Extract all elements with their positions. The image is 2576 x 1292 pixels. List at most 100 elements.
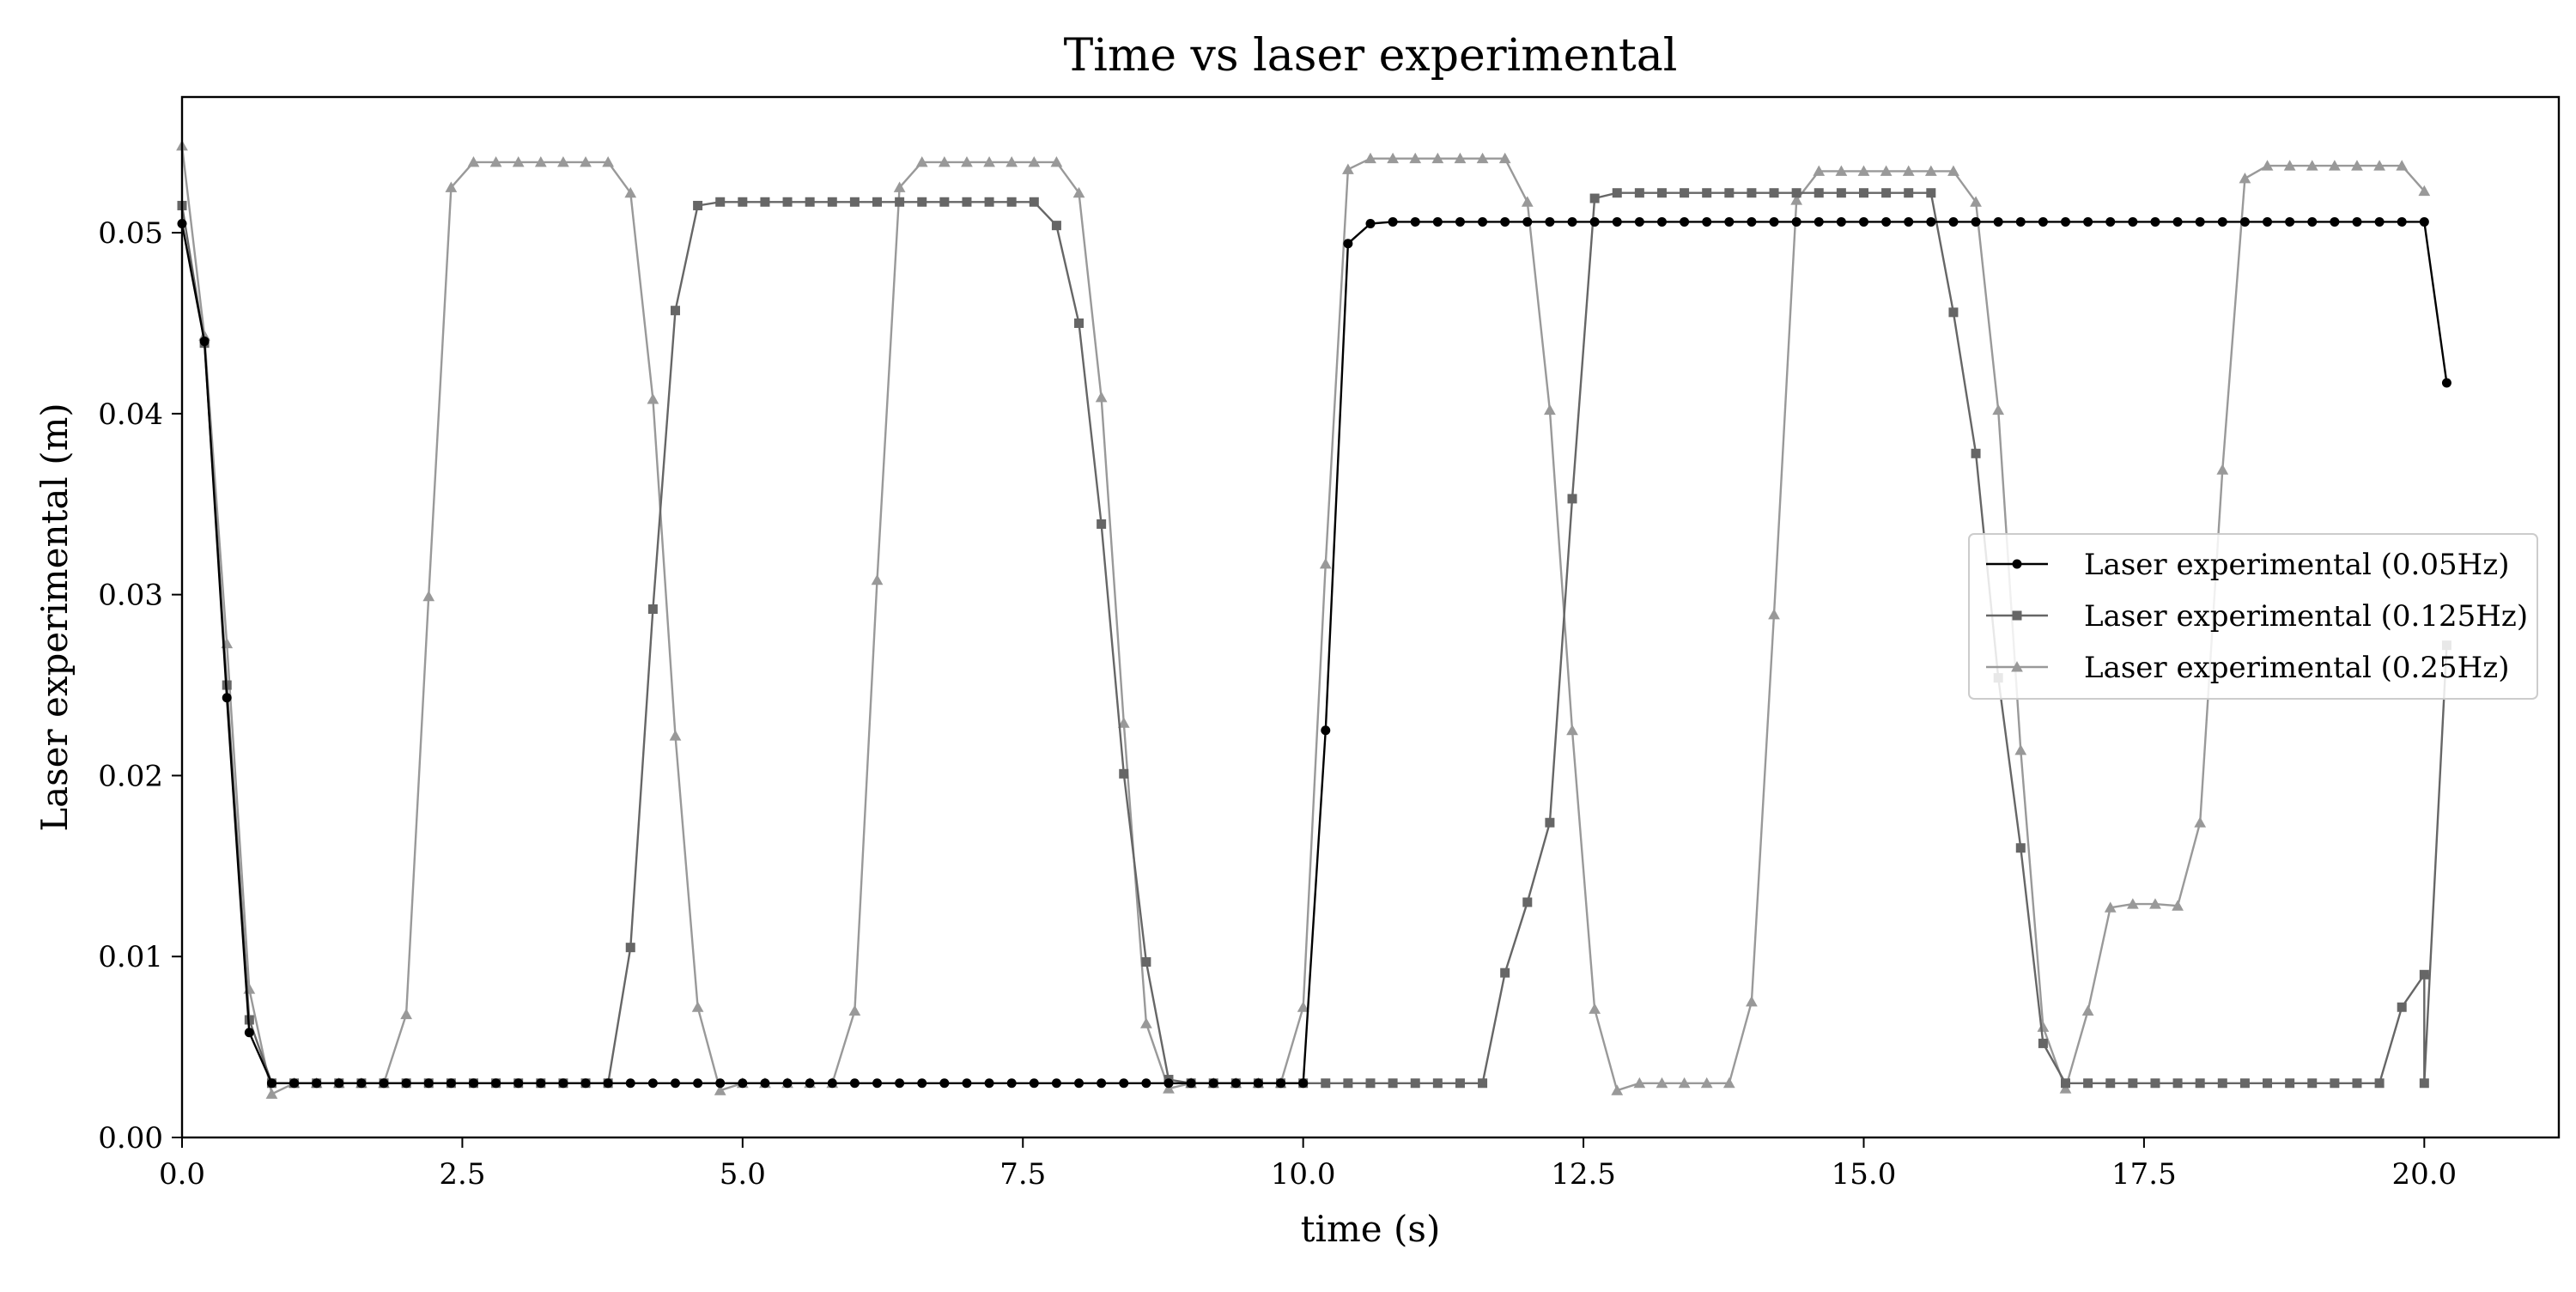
- x-tick-label: 20.0: [2391, 1157, 2457, 1192]
- data-point: [670, 1078, 680, 1089]
- data-point: [1924, 165, 1937, 176]
- data-point: [1365, 219, 1376, 229]
- y-axis-label: Laser experimental (m): [33, 403, 76, 832]
- data-point: [670, 306, 680, 316]
- data-point: [379, 1078, 389, 1089]
- data-point: [1297, 1001, 1309, 1012]
- legend-marker: [2011, 661, 2023, 672]
- chart-title: Time vs laser experimental: [1064, 30, 1678, 82]
- data-point: [534, 156, 547, 167]
- data-point: [1319, 557, 1332, 569]
- data-point: [1208, 1078, 1218, 1089]
- data-point: [1006, 197, 1017, 207]
- data-point: [1857, 165, 1870, 176]
- data-point: [1431, 152, 1444, 164]
- data-point: [1409, 152, 1422, 164]
- y-tick-label: 0.03: [98, 579, 163, 613]
- data-point: [1702, 216, 1712, 227]
- data-point: [222, 693, 232, 703]
- data-point: [1455, 216, 1465, 227]
- data-point: [1948, 307, 1959, 318]
- data-point: [1006, 1078, 1017, 1089]
- data-point: [915, 156, 928, 167]
- data-point: [1387, 152, 1399, 164]
- data-point: [2037, 1021, 2050, 1032]
- data-point: [984, 1078, 994, 1089]
- data-point: [2061, 1078, 2071, 1089]
- data-point: [1589, 193, 1600, 203]
- data-point: [939, 197, 950, 207]
- data-point: [1074, 318, 1084, 328]
- data-point: [489, 156, 502, 167]
- data-point: [624, 186, 637, 198]
- data-point: [1298, 1078, 1309, 1089]
- data-point: [1881, 188, 1892, 198]
- data-point: [1119, 1078, 1129, 1089]
- data-point: [1141, 957, 1151, 967]
- data-point: [1545, 216, 1555, 227]
- data-point: [2307, 1078, 2318, 1089]
- data-point: [1656, 188, 1667, 198]
- data-point: [2128, 1078, 2138, 1089]
- data-point: [467, 156, 480, 167]
- data-point: [2217, 1078, 2227, 1089]
- data-point: [1904, 216, 1914, 227]
- data-point: [1992, 403, 2005, 416]
- data-point: [1970, 196, 1982, 207]
- data-point: [849, 197, 860, 207]
- data-point: [1680, 216, 1690, 227]
- data-point: [1005, 156, 1018, 167]
- data-point: [917, 1078, 927, 1089]
- data-point: [1544, 403, 1556, 416]
- data-point: [1971, 448, 1981, 458]
- data-point: [1724, 216, 1735, 227]
- data-point: [1567, 216, 1577, 227]
- data-point: [512, 156, 525, 167]
- legend-item: Laser experimental (0.05Hz): [1986, 548, 2509, 582]
- y-tick-label: 0.04: [98, 397, 163, 432]
- data-point: [715, 197, 726, 207]
- data-point: [1388, 216, 1398, 227]
- data-point: [2172, 900, 2184, 911]
- data-point: [2195, 216, 2205, 227]
- data-point: [2330, 1078, 2340, 1089]
- x-tick-label: 10.0: [1271, 1157, 1336, 1192]
- data-point: [2149, 898, 2161, 909]
- data-point: [1971, 216, 1981, 227]
- data-point: [1747, 188, 1757, 198]
- data-point: [2419, 969, 2429, 980]
- data-point: [1813, 165, 1826, 176]
- data-point: [491, 1078, 501, 1089]
- data-point: [2083, 1078, 2093, 1089]
- data-point: [647, 1078, 658, 1089]
- data-point: [1051, 1078, 1061, 1089]
- x-tick-label: 17.5: [2111, 1157, 2177, 1192]
- data-point: [2330, 216, 2340, 227]
- data-point: [1926, 216, 1936, 227]
- data-point: [244, 1028, 254, 1038]
- data-point: [984, 197, 994, 207]
- data-point: [2239, 216, 2250, 227]
- legend-label: Laser experimental (0.25Hz): [2084, 651, 2509, 685]
- x-axis-ticks: 0.0 2.5 5.0 7.5 10.0 12.5 15.0 17.5 20.0: [159, 1137, 2457, 1192]
- data-point: [422, 590, 435, 602]
- data-point: [805, 197, 815, 207]
- data-point: [1074, 1078, 1084, 1089]
- data-point: [1612, 216, 1622, 227]
- data-point: [1321, 1078, 1331, 1089]
- data-point: [647, 604, 658, 615]
- data-point: [714, 1084, 726, 1095]
- data-point: [805, 1078, 815, 1089]
- data-point: [2396, 160, 2409, 171]
- data-point: [2105, 216, 2116, 227]
- data-point: [1747, 216, 1757, 227]
- data-point: [827, 1078, 837, 1089]
- data-point: [1029, 197, 1039, 207]
- data-point: [1612, 188, 1622, 198]
- data-point: [1117, 717, 1130, 728]
- data-point: [1634, 216, 1644, 227]
- x-tick-label: 7.5: [999, 1157, 1046, 1192]
- data-point: [1678, 1077, 1691, 1089]
- data-point: [2397, 1002, 2407, 1012]
- data-point: [1836, 188, 1846, 198]
